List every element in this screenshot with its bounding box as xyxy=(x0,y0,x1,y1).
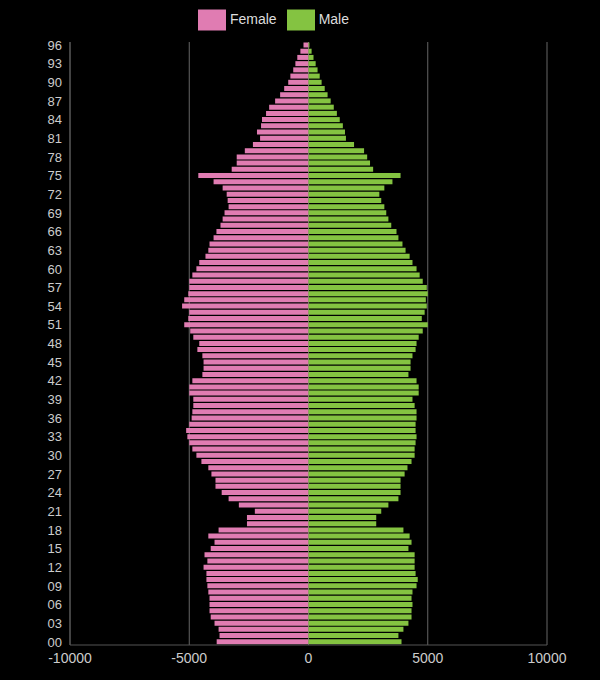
svg-text:00: 00 xyxy=(48,635,62,650)
svg-text:57: 57 xyxy=(48,280,62,295)
svg-text:33: 33 xyxy=(48,429,62,444)
svg-text:24: 24 xyxy=(48,485,62,500)
svg-text:-5000: -5000 xyxy=(171,650,207,666)
html-text:Female: Female xyxy=(230,10,277,27)
svg-text:03: 03 xyxy=(48,616,62,631)
svg-text:42: 42 xyxy=(48,373,62,388)
svg-text:93: 93 xyxy=(48,56,62,71)
svg-text:75: 75 xyxy=(48,168,62,183)
svg-text:-10000: -10000 xyxy=(48,650,92,666)
svg-text:06: 06 xyxy=(48,597,62,612)
svg-text:27: 27 xyxy=(48,467,62,482)
svg-text:36: 36 xyxy=(48,411,62,426)
svg-text:87: 87 xyxy=(48,94,62,109)
svg-text:5000: 5000 xyxy=(412,650,443,666)
svg-text:39: 39 xyxy=(48,392,62,407)
svg-text:0: 0 xyxy=(305,650,313,666)
svg-text:84: 84 xyxy=(48,112,62,127)
svg-text:63: 63 xyxy=(48,243,62,258)
html-text:Male: Male xyxy=(318,10,349,27)
svg-text:21: 21 xyxy=(48,504,62,519)
svg-text:60: 60 xyxy=(48,262,62,277)
svg-text:90: 90 xyxy=(48,75,62,90)
svg-text:48: 48 xyxy=(48,336,62,351)
svg-text:15: 15 xyxy=(48,541,62,556)
svg-text:69: 69 xyxy=(48,206,62,221)
svg-text:54: 54 xyxy=(48,299,62,314)
svg-text:96: 96 xyxy=(48,38,62,53)
svg-text:18: 18 xyxy=(48,523,62,538)
svg-text:72: 72 xyxy=(48,187,62,202)
svg-text:10000: 10000 xyxy=(528,650,567,666)
svg-text:30: 30 xyxy=(48,448,62,463)
svg-text:66: 66 xyxy=(48,224,62,239)
svg-text:78: 78 xyxy=(48,150,62,165)
svg-text:12: 12 xyxy=(48,560,62,575)
svg-text:51: 51 xyxy=(48,317,62,332)
svg-text:09: 09 xyxy=(48,579,62,594)
svg-text:45: 45 xyxy=(48,355,62,370)
svg-text:81: 81 xyxy=(48,131,62,146)
